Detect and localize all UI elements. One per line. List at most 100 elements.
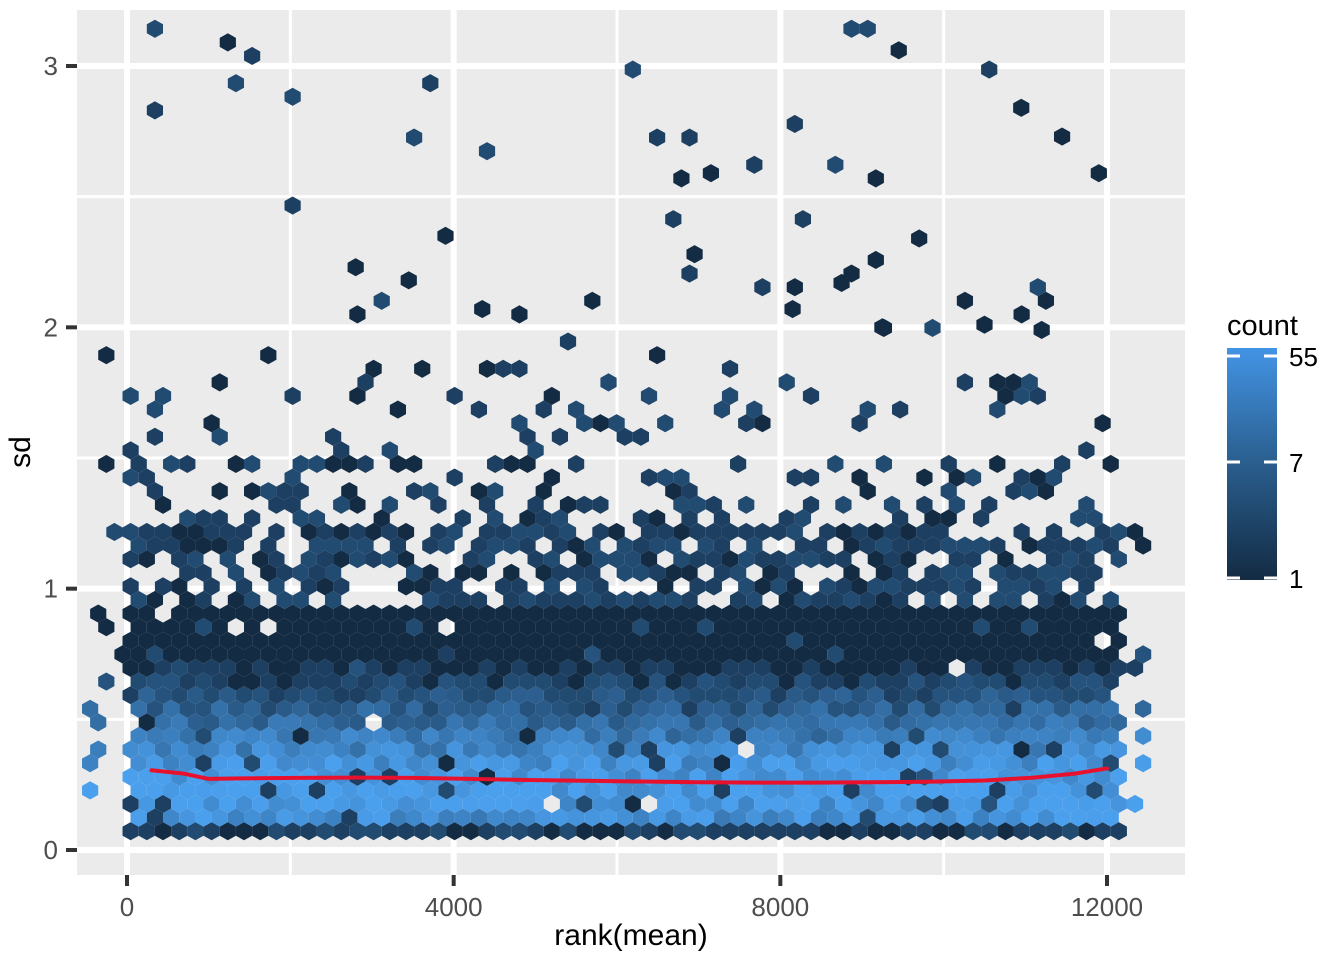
hexbin-cell bbox=[316, 658, 334, 678]
hexbin-cell bbox=[754, 278, 771, 297]
hexbin-cell bbox=[341, 454, 358, 474]
hexbin-cell bbox=[924, 781, 941, 800]
hexbin-cell bbox=[1078, 686, 1095, 705]
hexbin-cell bbox=[146, 699, 164, 718]
hexbin-cell bbox=[292, 482, 309, 501]
hexbin-cell bbox=[373, 754, 390, 773]
hexbin-cell bbox=[1021, 536, 1038, 555]
hexbin-cell bbox=[292, 808, 309, 827]
y-tick-label: 1 bbox=[44, 574, 58, 604]
hexbin-cell bbox=[154, 522, 172, 542]
hexbin-cell bbox=[551, 618, 569, 637]
hexbin-cell bbox=[576, 686, 593, 705]
hexbin-cell bbox=[179, 454, 196, 474]
hexbin-cell bbox=[989, 808, 1006, 827]
hexbin-cell bbox=[308, 781, 326, 800]
hexbin-cell bbox=[827, 155, 844, 174]
hexbin-cell bbox=[146, 101, 164, 120]
hexbin-cell bbox=[154, 658, 172, 678]
hexbin-cell bbox=[397, 822, 415, 841]
hexbin-cell bbox=[478, 522, 496, 542]
hexbin-cell bbox=[932, 713, 949, 732]
hexbin-cell bbox=[122, 658, 139, 678]
hexbin-cell bbox=[640, 386, 658, 406]
hexbin-cell bbox=[414, 604, 431, 623]
hexbin-cell bbox=[519, 781, 536, 800]
hexbin-cell bbox=[211, 672, 228, 691]
hexbin-cell bbox=[867, 686, 884, 705]
hexbin-cell bbox=[657, 522, 674, 542]
hexbin-cell bbox=[1021, 482, 1038, 501]
hexbin-cell bbox=[300, 604, 317, 623]
hexbin-cell bbox=[82, 699, 99, 718]
hexbin-cell bbox=[130, 781, 147, 800]
hexbin-cell bbox=[665, 672, 682, 691]
hexbin-cell bbox=[406, 645, 423, 664]
hexbin-cell bbox=[365, 740, 382, 759]
hexbin-cell bbox=[964, 713, 982, 732]
hexbin-cell bbox=[260, 808, 277, 827]
hexbin-cell bbox=[300, 577, 317, 596]
hexbin-cell bbox=[203, 713, 220, 732]
hexbin-cell bbox=[657, 658, 674, 678]
hexbin-cell bbox=[697, 672, 714, 691]
hexbin-cell bbox=[973, 754, 990, 773]
hexbin-cell bbox=[260, 726, 277, 746]
hexbin-cell bbox=[138, 822, 155, 841]
hexbin-cell bbox=[365, 359, 382, 378]
hexbin-cell bbox=[705, 822, 722, 841]
hexbin-cell bbox=[219, 713, 236, 732]
hexbin-cell bbox=[284, 196, 301, 215]
hexbin-cell bbox=[503, 754, 520, 773]
hexbin-cell bbox=[1013, 577, 1030, 596]
hexbin-cell bbox=[543, 550, 560, 569]
hexbin-cell bbox=[981, 604, 998, 623]
hexbin-cell bbox=[1110, 604, 1127, 623]
hexbin-cell bbox=[414, 794, 431, 814]
hexbin-cell bbox=[203, 414, 220, 433]
hexbin-cell bbox=[786, 631, 803, 650]
hexbin-cell bbox=[713, 754, 731, 773]
hexbin-cell bbox=[357, 781, 374, 800]
hexbin-cell bbox=[1135, 726, 1152, 746]
hexbin-cell bbox=[794, 754, 812, 773]
hexbin-cell bbox=[616, 645, 633, 664]
hexbin-cell bbox=[584, 699, 601, 718]
hexbin-cell bbox=[1070, 618, 1087, 637]
hexbin-cell bbox=[511, 740, 528, 759]
hexbin-cell bbox=[989, 563, 1006, 582]
hexbin-cell bbox=[956, 563, 974, 582]
hexbin-cell bbox=[308, 563, 326, 582]
hexbin-cell bbox=[1102, 618, 1119, 637]
hexbin-cell bbox=[487, 754, 504, 773]
hexbin-cell bbox=[835, 740, 852, 759]
hexbin-cell bbox=[713, 672, 731, 691]
legend-colorbar[interactable] bbox=[1227, 348, 1277, 580]
hexbin-cell bbox=[389, 808, 407, 827]
hexbin-cell bbox=[592, 822, 609, 841]
hexbin-cell bbox=[1070, 781, 1087, 800]
hexbin-cell bbox=[956, 754, 974, 773]
hexbin-cell bbox=[154, 740, 172, 759]
hexbin-cell bbox=[527, 495, 544, 514]
hexbin-cell bbox=[1078, 658, 1095, 678]
hexbin-cell bbox=[584, 563, 601, 582]
hexbin-cell bbox=[389, 672, 407, 691]
hexbin-cell bbox=[535, 400, 552, 419]
hexbin-cell bbox=[964, 577, 982, 596]
hexbin-cell bbox=[146, 645, 164, 664]
hexbin-cell bbox=[665, 726, 682, 746]
hexbin-cell bbox=[268, 495, 285, 514]
hexbin-cell bbox=[227, 808, 245, 827]
hexbin-cell bbox=[430, 522, 447, 542]
hexbin-cell bbox=[592, 794, 609, 814]
hexbin-cell bbox=[851, 522, 868, 542]
hexbin-cell bbox=[924, 754, 941, 773]
hexbin-cell bbox=[470, 781, 488, 800]
hexbin-cell-outlier bbox=[890, 41, 907, 60]
hexbin-cell bbox=[292, 590, 309, 610]
hexbin-cell bbox=[503, 781, 520, 800]
hexbin-cell bbox=[649, 618, 666, 637]
hexbin-cell bbox=[754, 794, 771, 814]
hexbin-cell bbox=[195, 672, 212, 691]
